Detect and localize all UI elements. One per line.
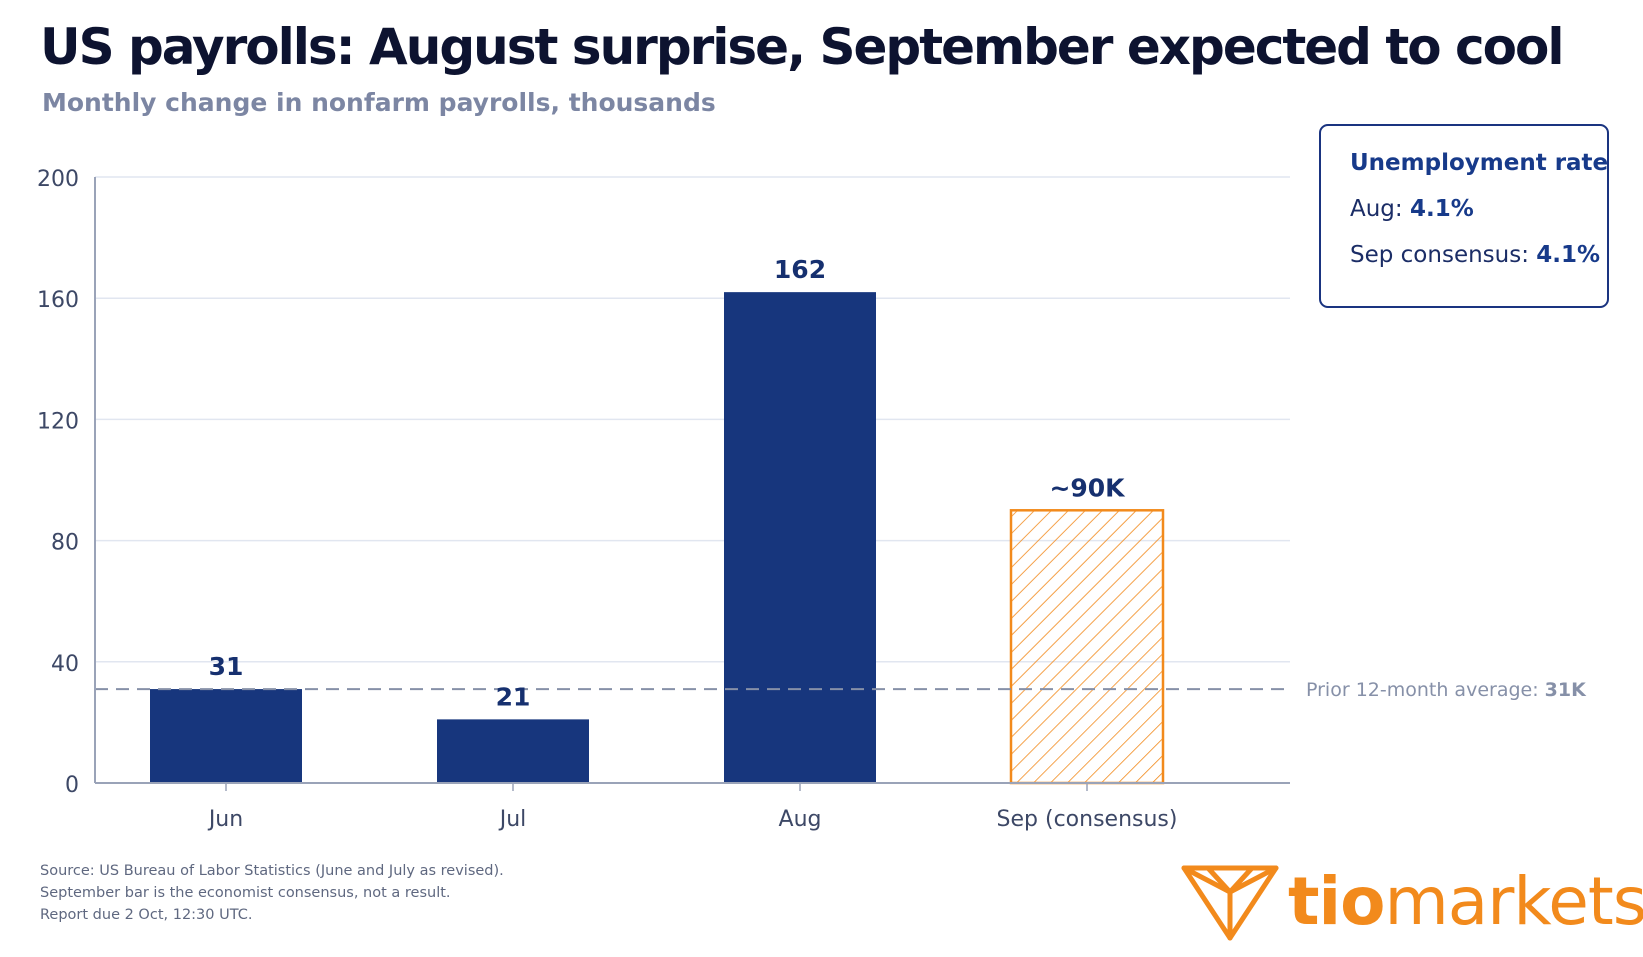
y-tick-label: 160 bbox=[37, 288, 79, 313]
unemployment-aug-label: Aug: bbox=[1350, 196, 1403, 222]
y-axis-ticks: 0 40 80 120 160 200 bbox=[37, 167, 79, 798]
y-tick-label: 0 bbox=[65, 773, 79, 798]
data-label: 21 bbox=[496, 682, 531, 711]
footnote-line-2: September bar is the economist consensus… bbox=[40, 885, 451, 901]
bar-jun bbox=[150, 689, 302, 783]
bar-aug bbox=[724, 292, 876, 783]
data-labels: 31 21 162 ~90K bbox=[209, 255, 1127, 711]
reference-line-text: Prior 12-month average: bbox=[1306, 679, 1545, 701]
y-tick-label: 200 bbox=[37, 167, 79, 192]
unemployment-sep-label: Sep consensus: bbox=[1350, 242, 1529, 268]
logo-word-markets: markets bbox=[1384, 863, 1643, 940]
x-tick-label: Jun bbox=[207, 807, 243, 832]
unemployment-sep-row: Sep consensus: 4.1% bbox=[1350, 242, 1607, 268]
unemployment-aug-row: Aug: 4.1% bbox=[1350, 196, 1607, 222]
x-tick-label: Sep (consensus) bbox=[997, 807, 1178, 832]
footnote-line-1: Source: US Bureau of Labor Statistics (J… bbox=[40, 863, 504, 879]
tiomarkets-logo-icon bbox=[1181, 865, 1279, 941]
bar-jul bbox=[437, 719, 589, 783]
y-tick-label: 80 bbox=[51, 531, 79, 556]
x-axis-ticks: Jun Jul Aug Sep (consensus) bbox=[207, 783, 1178, 832]
data-label: 31 bbox=[209, 652, 244, 681]
tiomarkets-logo: tiomarkets bbox=[1180, 862, 1643, 942]
reference-line-label: Prior 12-month average: 31K bbox=[1306, 679, 1587, 701]
chart-title: US payrolls: August surprise, September … bbox=[40, 18, 1565, 76]
reference-line-value: 31K bbox=[1545, 679, 1587, 701]
y-tick-label: 40 bbox=[51, 652, 79, 677]
tiomarkets-wordmark: tiomarkets bbox=[1288, 869, 1643, 935]
y-tick-label: 120 bbox=[37, 409, 79, 434]
data-label: ~90K bbox=[1049, 473, 1126, 502]
source-footnote: Source: US Bureau of Labor Statistics (J… bbox=[40, 860, 504, 926]
logo-word-tio: tio bbox=[1288, 863, 1386, 940]
unemployment-box-title: Unemployment rate bbox=[1350, 150, 1609, 176]
x-tick-label: Jul bbox=[498, 807, 527, 832]
chart-subtitle: Monthly change in nonfarm payrolls, thou… bbox=[42, 88, 716, 117]
reference-line-group: Prior 12-month average: 31K bbox=[95, 679, 1587, 701]
unemployment-rate-box: Unemployment rate Aug: 4.1% Sep consensu… bbox=[1319, 124, 1609, 308]
unemployment-aug-value: 4.1% bbox=[1409, 196, 1474, 222]
unemployment-sep-value: 4.1% bbox=[1536, 242, 1601, 268]
data-label: 162 bbox=[774, 255, 826, 284]
x-tick-label: Aug bbox=[779, 807, 822, 832]
axes bbox=[94, 177, 1290, 784]
bars bbox=[150, 292, 1165, 785]
bar-sep-consensus bbox=[1009, 509, 1165, 785]
footnote-line-3: Report due 2 Oct, 12:30 UTC. bbox=[40, 907, 253, 923]
